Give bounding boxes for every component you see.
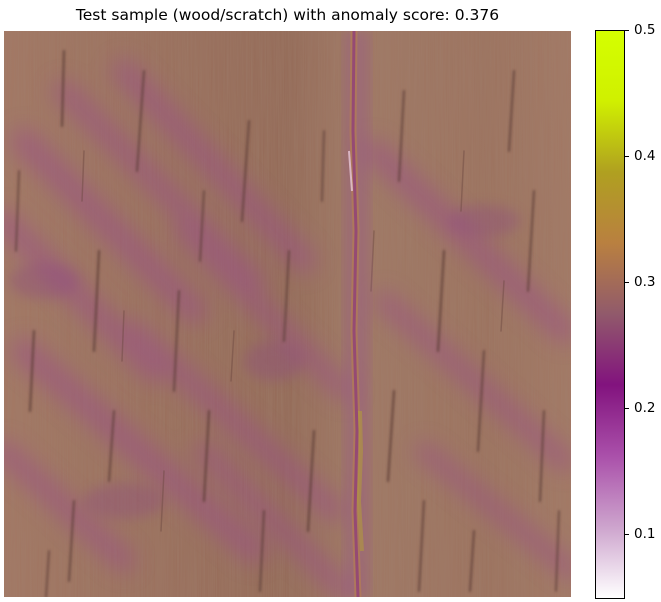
colorbar-tick-label: 0.3 (634, 274, 656, 290)
anomaly-heatmap-image (4, 31, 571, 597)
colorbar-tick-label: 0.1 (634, 526, 656, 542)
colorbar-tick-mark (625, 155, 629, 157)
colorbar-tick-mark (625, 29, 629, 31)
colorbar-tick-mark (625, 533, 629, 535)
colorbar-tick-label: 0.5 (634, 22, 656, 38)
colorbar-tick-mark (625, 281, 629, 283)
chart-title: Test sample (wood/scratch) with anomaly … (75, 6, 500, 24)
colorbar (595, 30, 624, 598)
colorbar-tick-label: 0.2 (634, 400, 656, 416)
colorbar-tick-label: 0.4 (634, 148, 656, 164)
colorbar-tick-mark (625, 407, 629, 409)
colorbar-gradient (595, 30, 624, 598)
